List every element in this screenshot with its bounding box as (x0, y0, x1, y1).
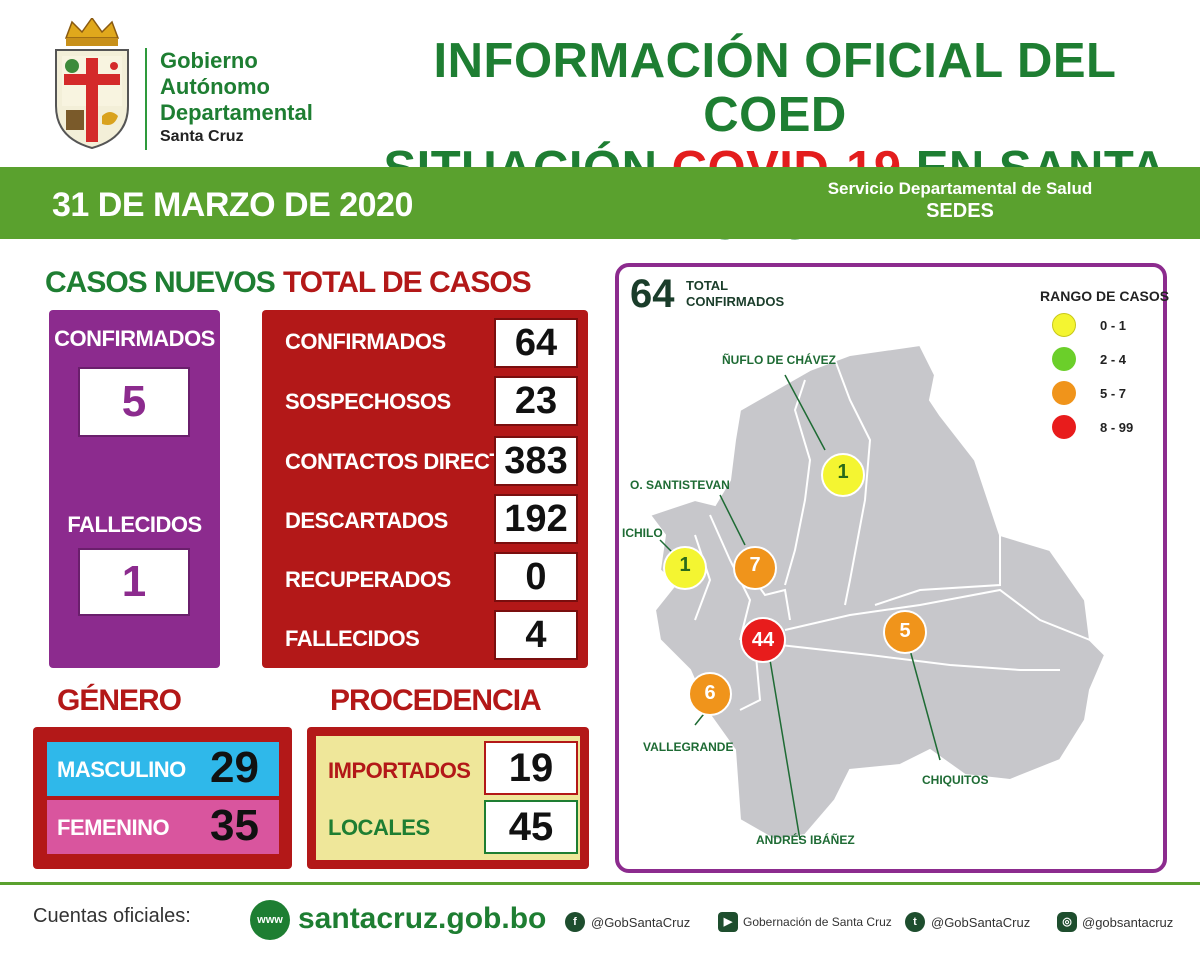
importados-value: 19 (484, 741, 578, 795)
legend-label: 2 - 4 (1100, 352, 1127, 367)
locales-value: 45 (484, 800, 578, 854)
department-shape (648, 343, 1107, 842)
new-fallecidos-value: 1 (78, 548, 190, 616)
femenino-row (47, 800, 279, 854)
procedencia-title: PROCEDENCIA (330, 684, 542, 717)
report-date: 31 DE MARZO DE 2020 (52, 186, 413, 224)
sedes-line-1: Servicio Departamental de Salud (827, 179, 1093, 198)
province-label-santistevan: O. SANTISTEVAN (630, 478, 730, 492)
new-confirmados-label: CONFIRMADOS (54, 326, 215, 351)
legend-swatch (1052, 313, 1076, 337)
youtube-icon[interactable]: ▶ (718, 912, 738, 932)
total-row-label: CONFIRMADOS (285, 329, 446, 354)
legend-swatch (1052, 381, 1076, 405)
cuentas-label: Cuentas oficiales: (33, 905, 191, 927)
total-row-label: CONTACTOS DIRECTOS (285, 449, 533, 474)
total-row-label: FALLECIDOS (285, 626, 420, 651)
masculino-row (47, 742, 279, 796)
province-label-vallegrande: VALLEGRANDE (643, 740, 734, 754)
case-count-santistevan: 7 (749, 554, 761, 576)
total-row-value: 23 (494, 376, 578, 426)
date-band (0, 167, 1200, 239)
coat-of-arms-logo (55, 18, 129, 150)
total-row-value: 0 (494, 552, 578, 602)
gov-line-4: Santa Cruz (160, 128, 244, 145)
total-row-value: 383 (494, 436, 578, 486)
total-row-value: 4 (494, 610, 578, 660)
femenino-label: FEMENINO (57, 815, 170, 840)
case-count-nuflo: 1 (837, 461, 849, 483)
twitter-link[interactable]: @GobSantaCruz (931, 915, 1031, 930)
bubble-chiquitos (883, 610, 927, 654)
footer-divider (0, 882, 1200, 885)
genero-title: GÉNERO (57, 684, 182, 717)
total-row-value: 64 (494, 318, 578, 368)
legend-label: 8 - 99 (1100, 420, 1134, 435)
santa-cruz-map (648, 343, 1107, 842)
province-label-nuflo: ÑUFLO DE CHÁVEZ (722, 353, 836, 367)
instagram-icon[interactable]: ◎ (1057, 912, 1077, 932)
total-row-value: 192 (494, 494, 578, 544)
map-total-label-1: TOTAL (686, 278, 729, 293)
bubble-vallegrande (688, 672, 732, 716)
header-divider (145, 48, 147, 150)
bubble-andres-ibanez (740, 617, 786, 663)
map-total-label-2: CONFIRMADOS (686, 294, 785, 309)
youtube-link[interactable]: Gobernación de Santa Cruz (743, 915, 892, 929)
headline-line-1: INFORMACIÓN OFICIAL DEL COED (433, 34, 1117, 142)
twitter-icon[interactable]: t (905, 912, 925, 932)
sedes-label: Servicio Departamental de Salud SEDES (800, 178, 1120, 222)
new-fallecidos-label: FALLECIDOS (67, 512, 202, 537)
www-globe-icon: www (250, 900, 290, 940)
website-link[interactable]: santacruz.gob.bo (298, 902, 547, 935)
legend-title: RANGO DE CASOS (1040, 288, 1170, 304)
map-total-label: TOTAL CONFIRMADOS (686, 278, 784, 310)
instagram-link[interactable]: @gobsantacruz (1082, 915, 1174, 930)
legend-label: 0 - 1 (1100, 318, 1127, 333)
legend-label: 5 - 7 (1100, 386, 1127, 401)
total-row-label: SOSPECHOSOS (285, 389, 451, 414)
legend-swatch (1052, 415, 1076, 439)
case-count-ichilo: 1 (679, 554, 691, 576)
total-row-label: DESCARTADOS (285, 508, 448, 533)
new-confirmados-value: 5 (78, 367, 190, 437)
facebook-link[interactable]: @GobSantaCruz (591, 915, 691, 930)
importados-label: IMPORTADOS (328, 758, 471, 783)
government-name: Gobierno Autónomo Departamental Santa Cr… (160, 48, 313, 148)
masculino-value: 29 (210, 743, 259, 792)
locales-label: LOCALES (328, 815, 430, 840)
bubble-santistevan (733, 546, 777, 590)
total-row-label: RECUPERADOS (285, 567, 451, 592)
total-casos-panel (262, 310, 588, 668)
province-label-andres-ibanez: ANDRÉS IBÁÑEZ (756, 833, 855, 847)
masculino-label: MASCULINO (57, 757, 186, 782)
bubble-ichilo (663, 546, 707, 590)
gov-line-3: Departamental (160, 100, 313, 125)
bubble-nuflo-de-chavez (821, 453, 865, 497)
total-casos-title: TOTAL DE CASOS (283, 266, 532, 299)
sedes-line-2: SEDES (926, 200, 994, 222)
casos-nuevos-title: CASOS NUEVOS (45, 266, 276, 299)
case-count-andres-ibanez: 44 (751, 629, 775, 651)
case-count-chiquitos: 5 (899, 620, 911, 642)
case-count-vallegrande: 6 (704, 682, 716, 704)
map-total-value: 64 (630, 272, 675, 316)
femenino-value: 35 (210, 801, 259, 850)
province-label-ichilo: ICHILO (622, 526, 663, 540)
legend-swatch (1052, 347, 1076, 371)
facebook-icon[interactable]: f (565, 912, 585, 932)
province-label-chiquitos: CHIQUITOS (922, 773, 989, 787)
gov-line-1: Gobierno (160, 48, 258, 73)
gov-line-2: Autónomo (160, 74, 270, 99)
